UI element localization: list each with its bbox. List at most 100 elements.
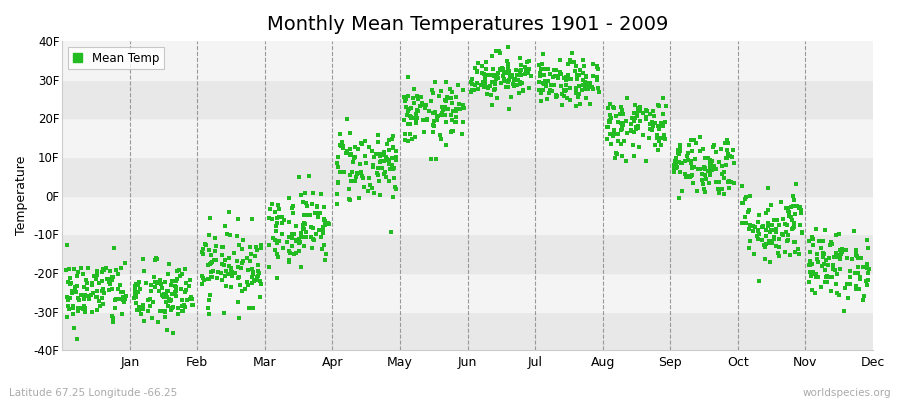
Point [445, 117, 459, 124]
Point [709, 166, 724, 172]
Point [129, 281, 143, 288]
Point [429, 156, 444, 162]
Point [788, 249, 803, 256]
Point [816, 238, 831, 244]
Point [178, 289, 193, 296]
Point [289, 238, 303, 244]
Point [770, 243, 784, 249]
Point [320, 220, 334, 226]
Point [652, 126, 667, 132]
Point [575, 87, 590, 93]
Point [861, 277, 876, 283]
Point [440, 106, 454, 113]
Point [350, 146, 365, 153]
Point [453, 106, 467, 112]
Point [161, 270, 176, 277]
Point [443, 95, 457, 101]
Point [503, 74, 517, 80]
Point [385, 162, 400, 168]
Point [426, 90, 440, 96]
Point [788, 211, 802, 218]
Point [179, 287, 194, 293]
Point [400, 138, 415, 145]
Point [495, 65, 509, 71]
Point [348, 154, 363, 160]
Point [113, 265, 128, 272]
Point [569, 63, 583, 69]
Point [817, 250, 832, 257]
Point [483, 92, 498, 98]
Point [296, 199, 310, 205]
Point [654, 141, 669, 148]
Point [76, 271, 90, 278]
Point [547, 72, 562, 79]
Point [337, 169, 351, 175]
Point [201, 305, 215, 311]
Point [710, 186, 724, 192]
Point [144, 282, 158, 288]
Point [74, 292, 88, 298]
Point [673, 144, 688, 150]
Point [292, 240, 306, 246]
Point [746, 223, 760, 230]
Point [812, 238, 826, 244]
Point [553, 68, 567, 75]
Point [822, 255, 836, 261]
Point [547, 67, 562, 73]
Point [298, 221, 312, 227]
Point [203, 268, 218, 275]
Point [218, 273, 232, 279]
Point [176, 307, 190, 314]
Point [766, 236, 780, 242]
Point [513, 68, 527, 74]
Point [292, 235, 306, 242]
Point [765, 222, 779, 228]
Point [850, 254, 865, 261]
Point [632, 143, 646, 150]
Point [410, 115, 424, 122]
Point [809, 270, 824, 277]
Point [196, 275, 211, 282]
Point [544, 82, 558, 88]
Point [380, 156, 394, 162]
Point [470, 68, 484, 74]
Point [447, 118, 462, 125]
Point [778, 221, 792, 227]
Point [841, 295, 855, 301]
Point [474, 70, 489, 76]
Point [673, 168, 688, 175]
Point [297, 220, 311, 226]
Point [748, 223, 762, 230]
Point [346, 159, 361, 166]
Point [643, 111, 657, 118]
Point [245, 280, 259, 286]
Point [353, 161, 367, 167]
Point [808, 290, 823, 296]
Point [198, 241, 212, 247]
Point [292, 248, 306, 255]
Point [285, 231, 300, 237]
Point [856, 296, 870, 303]
Point [364, 184, 379, 191]
Text: worldspecies.org: worldspecies.org [803, 388, 891, 398]
Point [384, 229, 399, 235]
Point [533, 69, 547, 76]
Point [684, 173, 698, 179]
Point [833, 250, 848, 257]
Point [149, 280, 164, 286]
Point [241, 282, 256, 288]
Y-axis label: Temperature: Temperature [15, 156, 28, 236]
Point [752, 212, 767, 218]
Point [262, 242, 276, 248]
Point [772, 253, 787, 260]
Point [657, 119, 671, 125]
Point [276, 245, 291, 251]
Point [779, 238, 794, 244]
Point [296, 221, 310, 228]
Point [803, 248, 817, 255]
Point [692, 134, 706, 140]
Point [556, 87, 571, 94]
Point [342, 186, 356, 192]
Point [580, 86, 595, 92]
Point [168, 278, 183, 284]
